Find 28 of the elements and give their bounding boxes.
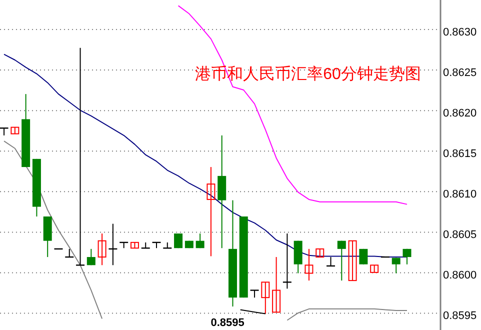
candlestick (261, 282, 270, 314)
candlestick (370, 264, 379, 273)
y-tick-label: 0.8630 (443, 26, 477, 38)
y-tick-label: 0.8600 (443, 270, 477, 282)
candlestick (348, 240, 357, 282)
y-tick-label: 0.8605 (443, 229, 477, 242)
text: 港币和人民币汇率60分钟走势图 (195, 65, 421, 83)
y-tick-label: 0.8625 (443, 66, 477, 79)
candlestick (0, 128, 9, 136)
y-tick-label: 0.8620 (443, 107, 477, 120)
candlestick (174, 233, 183, 249)
candlestick (392, 257, 400, 274)
y-tick-label: 0.8615 (443, 148, 477, 160)
candlestick (304, 248, 314, 282)
y-tick-label: 0.8595 (443, 310, 477, 322)
candlestick (337, 240, 346, 282)
candlestick (402, 248, 412, 265)
candlestick (282, 233, 292, 290)
candlestick (250, 290, 260, 298)
candlestick (359, 248, 368, 265)
candlestick (196, 233, 204, 249)
candlestick (98, 233, 106, 266)
candlestick (206, 166, 216, 257)
y-tick-label: 0.8610 (443, 188, 477, 201)
annotation: 0.8595 (210, 316, 244, 329)
candlestick (86, 248, 96, 266)
candlestick (294, 240, 302, 274)
candlestick (272, 256, 281, 313)
